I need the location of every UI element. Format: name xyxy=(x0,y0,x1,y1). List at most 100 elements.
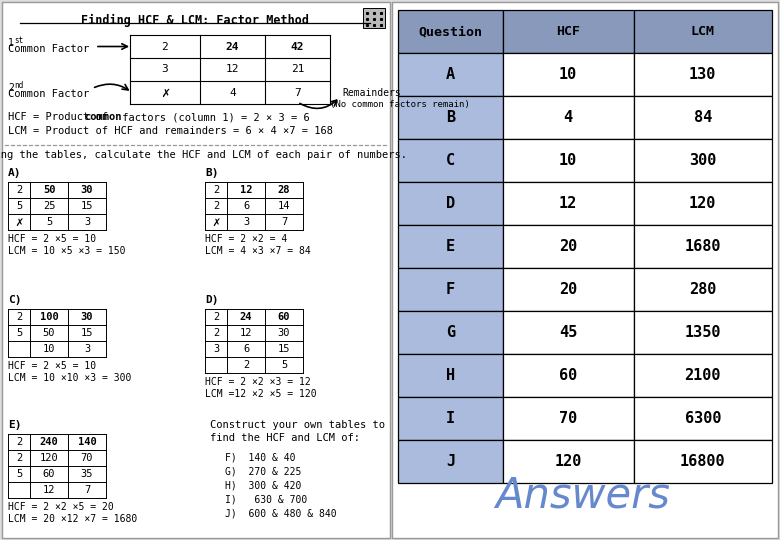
Text: LCM = 4 ×3 ×7 = 84: LCM = 4 ×3 ×7 = 84 xyxy=(205,246,310,256)
Bar xyxy=(503,354,633,397)
Text: 10: 10 xyxy=(559,67,577,82)
Text: 2: 2 xyxy=(213,185,219,195)
Text: 10: 10 xyxy=(559,153,577,168)
Text: 3: 3 xyxy=(84,344,90,354)
Text: find the HCF and LCM of:: find the HCF and LCM of: xyxy=(210,433,360,443)
Text: 2: 2 xyxy=(213,312,219,322)
Bar xyxy=(633,182,772,225)
Text: G: G xyxy=(446,325,455,340)
Bar xyxy=(398,53,503,96)
Bar xyxy=(633,139,772,182)
Text: D): D) xyxy=(205,295,218,305)
Text: HCF = 2 ×2 ×3 = 12: HCF = 2 ×2 ×3 = 12 xyxy=(205,377,310,387)
Bar xyxy=(398,96,503,139)
Text: 70: 70 xyxy=(81,453,94,463)
Text: A: A xyxy=(446,67,455,82)
Bar xyxy=(503,10,633,53)
Text: HCF = 2 ×5 = 10: HCF = 2 ×5 = 10 xyxy=(8,361,96,371)
Text: 6: 6 xyxy=(243,344,249,354)
Text: H: H xyxy=(446,368,455,383)
Bar xyxy=(503,397,633,440)
Text: 50: 50 xyxy=(43,328,55,338)
Text: 7: 7 xyxy=(84,485,90,495)
Text: 7: 7 xyxy=(281,217,287,227)
Text: 45: 45 xyxy=(559,325,577,340)
Bar xyxy=(398,354,503,397)
Text: 120: 120 xyxy=(40,453,58,463)
Text: (No common factors remain): (No common factors remain) xyxy=(330,100,470,109)
Text: st: st xyxy=(14,36,23,45)
Text: Using the tables, calculate the HCF and LCM of each pair of numbers.: Using the tables, calculate the HCF and … xyxy=(0,150,407,160)
Text: J)  600 & 480 & 840: J) 600 & 480 & 840 xyxy=(225,508,337,518)
Text: 84: 84 xyxy=(693,110,712,125)
Text: 12: 12 xyxy=(239,328,252,338)
Text: 15: 15 xyxy=(81,201,94,211)
Text: 2: 2 xyxy=(16,453,22,463)
Bar xyxy=(398,10,503,53)
Bar xyxy=(363,8,385,28)
Bar xyxy=(503,268,633,311)
Text: I: I xyxy=(446,411,455,426)
Text: 10: 10 xyxy=(43,344,55,354)
Bar xyxy=(633,10,772,53)
Text: 2: 2 xyxy=(16,185,22,195)
Text: LCM =12 ×2 ×5 = 120: LCM =12 ×2 ×5 = 120 xyxy=(205,389,317,399)
Bar xyxy=(503,225,633,268)
Bar xyxy=(503,311,633,354)
Text: nd: nd xyxy=(14,81,23,90)
Text: HCF = 2 ×2 = 4: HCF = 2 ×2 = 4 xyxy=(205,234,287,244)
Text: 280: 280 xyxy=(689,282,717,297)
Text: 4: 4 xyxy=(229,87,236,98)
Bar xyxy=(633,96,772,139)
Text: 2: 2 xyxy=(16,437,22,447)
Text: B): B) xyxy=(205,168,218,178)
Text: 3: 3 xyxy=(84,217,90,227)
Text: C: C xyxy=(446,153,455,168)
Text: ✗: ✗ xyxy=(212,215,220,228)
Text: 5: 5 xyxy=(46,217,52,227)
Text: 30: 30 xyxy=(81,185,94,195)
Text: 12: 12 xyxy=(43,485,55,495)
Text: Question: Question xyxy=(418,25,482,38)
Bar xyxy=(633,354,772,397)
Text: 1680: 1680 xyxy=(685,239,721,254)
Bar xyxy=(503,96,633,139)
Bar xyxy=(503,53,633,96)
Text: A): A) xyxy=(8,168,22,178)
Text: HCF = Product of: HCF = Product of xyxy=(8,112,114,122)
Text: 2: 2 xyxy=(16,312,22,322)
Bar xyxy=(633,440,772,483)
Text: 42: 42 xyxy=(291,42,304,51)
Bar xyxy=(633,53,772,96)
Text: 1350: 1350 xyxy=(685,325,721,340)
Text: 50: 50 xyxy=(43,185,55,195)
Text: 1: 1 xyxy=(8,38,14,48)
Text: 30: 30 xyxy=(278,328,290,338)
Text: 28: 28 xyxy=(278,185,290,195)
Text: 5: 5 xyxy=(281,360,287,370)
Text: 4: 4 xyxy=(564,110,573,125)
Text: 2: 2 xyxy=(213,328,219,338)
Text: Construct your own tables to: Construct your own tables to xyxy=(210,420,385,430)
Text: Remainders: Remainders xyxy=(342,88,401,98)
Text: 120: 120 xyxy=(689,196,717,211)
Text: G)  270 & 225: G) 270 & 225 xyxy=(225,466,301,476)
Text: 5: 5 xyxy=(16,201,22,211)
Text: 6300: 6300 xyxy=(685,411,721,426)
Text: Answers: Answers xyxy=(495,474,671,516)
Text: 70: 70 xyxy=(559,411,577,426)
Text: 240: 240 xyxy=(40,437,58,447)
Text: 20: 20 xyxy=(559,239,577,254)
Bar xyxy=(392,2,778,538)
Text: 12: 12 xyxy=(225,64,239,75)
Text: 60: 60 xyxy=(278,312,290,322)
Text: Common Factor: Common Factor xyxy=(8,44,89,54)
Text: 14: 14 xyxy=(278,201,290,211)
Bar xyxy=(398,311,503,354)
Text: 25: 25 xyxy=(43,201,55,211)
Text: 2100: 2100 xyxy=(685,368,721,383)
Text: LCM = 20 ×12 ×7 = 1680: LCM = 20 ×12 ×7 = 1680 xyxy=(8,514,137,524)
Text: H)  300 & 420: H) 300 & 420 xyxy=(225,480,301,490)
Text: 20: 20 xyxy=(559,282,577,297)
Bar xyxy=(503,440,633,483)
